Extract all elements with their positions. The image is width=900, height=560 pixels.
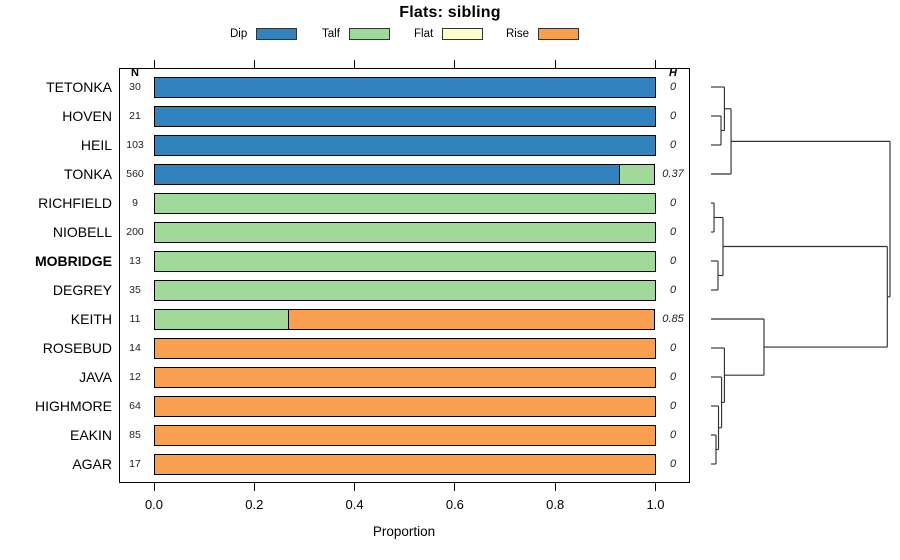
- bar-segment-rise: [154, 395, 656, 417]
- axis-tick-bottom: [655, 483, 656, 491]
- bar-segment-rise: [287, 308, 656, 330]
- legend-swatch: [256, 28, 298, 40]
- axis-tick-top: [554, 60, 556, 68]
- bar-segment-dip: [154, 163, 621, 185]
- n-value: 35: [129, 284, 141, 296]
- n-value: 14: [129, 342, 141, 354]
- row-label: KEITH: [70, 310, 112, 327]
- axis-tick-top: [153, 60, 155, 68]
- axis-tick-label: 0.0: [144, 497, 164, 512]
- bar-segment-dip: [154, 76, 656, 98]
- h-value: 0: [669, 196, 677, 209]
- axis-tick-bottom: [554, 483, 556, 491]
- axis-tick-top: [354, 60, 356, 68]
- row-label: MOBRIDGE: [35, 252, 112, 269]
- h-value: 0.37: [662, 167, 684, 180]
- n-value: 85: [129, 429, 141, 441]
- axis-tick-bottom: [153, 483, 155, 491]
- n-value: 64: [129, 400, 141, 412]
- axis-tick-label: 0.2: [245, 497, 264, 512]
- row-label: DEGREY: [52, 281, 112, 298]
- h-column-header: H: [669, 67, 677, 79]
- bar-segment-talf: [154, 221, 656, 243]
- axis-tick-bottom: [354, 483, 356, 491]
- axis-tick-label: 0.4: [345, 497, 364, 512]
- plot-box: [119, 68, 690, 483]
- row-label: TONKA: [64, 165, 112, 182]
- legend-swatch: [442, 28, 484, 40]
- axis-tick-label: 0.6: [445, 497, 464, 512]
- h-value: 0: [669, 457, 677, 470]
- legend-swatch: [348, 28, 390, 40]
- n-column-header: N: [131, 67, 139, 79]
- n-value: 103: [126, 139, 144, 151]
- x-axis-title: Proportion: [372, 524, 436, 539]
- legend-item-rise: Rise: [506, 26, 580, 42]
- h-value: 0: [669, 341, 677, 354]
- legend-item-dip: Dip: [230, 26, 298, 42]
- n-value: 9: [132, 197, 138, 209]
- row-label: RICHFIELD: [38, 194, 112, 211]
- legend: Dip Talf Flat Rise: [0, 26, 900, 42]
- bar-segment-rise: [154, 366, 656, 388]
- legend-label: Dip: [230, 28, 248, 40]
- row-label: HOVEN: [62, 107, 112, 124]
- row-label: NIOBELL: [52, 223, 112, 240]
- axis-tick-bottom: [253, 483, 255, 491]
- n-value: 560: [126, 168, 144, 180]
- n-value: 11: [129, 313, 141, 325]
- axis-tick-label: 0.8: [546, 497, 565, 512]
- bar-segment-dip: [154, 105, 656, 127]
- n-value: 30: [129, 81, 141, 93]
- bar-segment-rise: [154, 337, 656, 359]
- legend-swatch: [538, 28, 580, 40]
- h-value: 0: [669, 283, 677, 296]
- bar-segment-talf: [618, 163, 656, 185]
- h-value: 0: [669, 138, 677, 151]
- n-value: 12: [129, 371, 141, 383]
- bar-segment-rise: [154, 453, 656, 475]
- axis-tick-top: [454, 60, 456, 68]
- bar-segment-talf: [154, 308, 290, 330]
- h-value: 0: [669, 254, 677, 267]
- n-value: 13: [129, 255, 141, 267]
- row-label: JAVA: [79, 368, 112, 385]
- n-value: 17: [129, 458, 141, 470]
- n-value: 200: [126, 226, 144, 238]
- row-label: ROSEBUD: [42, 339, 112, 356]
- n-value: 21: [129, 110, 141, 122]
- h-value: 0: [669, 399, 677, 412]
- legend-item-flat: Flat: [414, 26, 484, 42]
- h-value: 0: [669, 225, 677, 238]
- legend-item-talf: Talf: [322, 26, 390, 42]
- chart-title: Flats: sibling: [399, 4, 501, 21]
- h-value: 0: [669, 428, 677, 441]
- axis-tick-bottom: [454, 483, 456, 491]
- legend-label: Talf: [322, 28, 340, 40]
- bar-segment-rise: [154, 424, 656, 446]
- bar-segment-talf: [154, 250, 656, 272]
- axis-tick-top: [253, 60, 255, 68]
- axis-tick-top: [655, 60, 656, 68]
- h-value: 0.85: [662, 312, 684, 325]
- h-value: 0: [669, 80, 677, 93]
- row-label: HEIL: [80, 136, 112, 153]
- bar-segment-talf: [154, 192, 656, 214]
- bar-segment-dip: [154, 134, 656, 156]
- h-value: 0: [669, 370, 677, 383]
- row-label: HIGHMORE: [35, 397, 112, 414]
- legend-label: Rise: [506, 28, 530, 40]
- axis-tick-label: 1.0: [646, 497, 665, 512]
- row-label: TETONKA: [46, 78, 112, 95]
- bar-segment-talf: [154, 279, 656, 301]
- row-label: EAKIN: [69, 426, 112, 443]
- legend-label: Flat: [414, 28, 434, 40]
- row-label: AGAR: [72, 455, 112, 472]
- h-value: 0: [669, 109, 677, 122]
